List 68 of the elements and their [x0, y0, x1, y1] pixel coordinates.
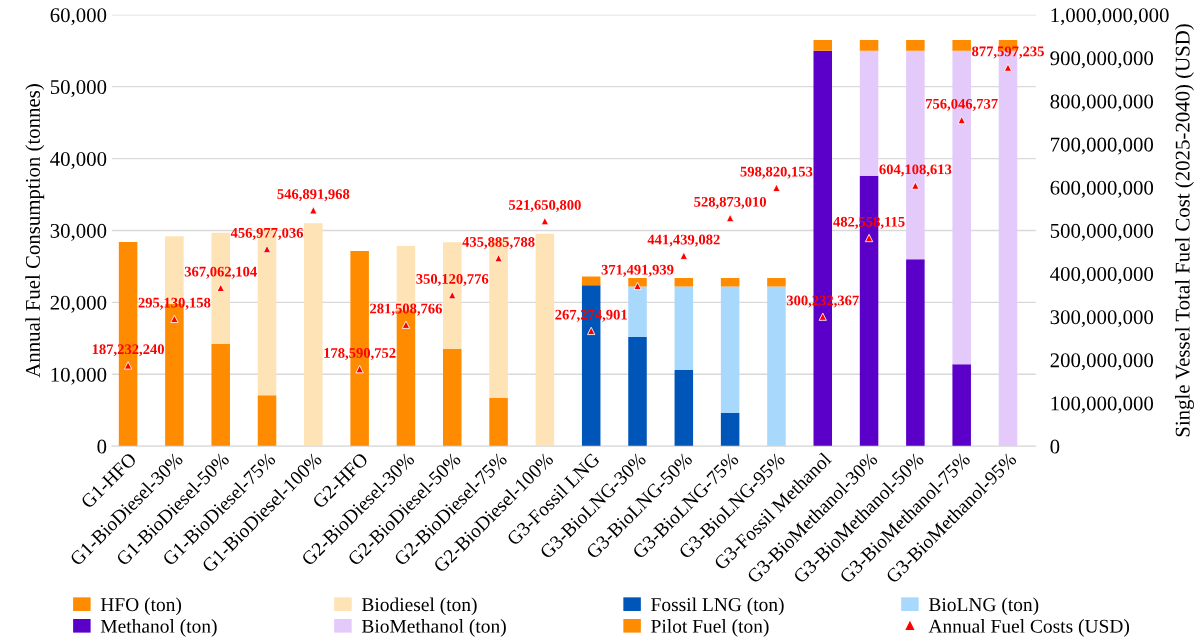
legend-label: Pilot Fuel (ton): [651, 619, 769, 637]
data-label: 877,597,235: [972, 46, 1044, 59]
data-label: 521,650,800: [509, 200, 581, 212]
data-label: 295,130,158: [138, 297, 211, 310]
bar: [489, 398, 508, 447]
bar: [859, 39, 879, 51]
data-label: 350,120,776: [416, 274, 489, 286]
y2-tick-label: 100,000,000: [1051, 396, 1154, 414]
bar: [257, 395, 277, 447]
y2-tick-label: 1,000,000,000: [1051, 8, 1169, 26]
y2-tick-label: 200,000,000: [1050, 353, 1154, 371]
bar: [304, 223, 323, 447]
y-tick-label: 0: [97, 439, 107, 454]
bar: [628, 277, 647, 287]
bar: [859, 50, 879, 176]
data-label: 546,891,968: [277, 189, 350, 202]
bar: [952, 364, 971, 447]
bar: [906, 39, 925, 51]
y-axis-title: Annual Fuel Consumption (tonnes): [25, 84, 45, 378]
data-label: 756,046,737: [926, 98, 998, 111]
data-label: 435,885,788: [462, 237, 535, 249]
bar: [674, 277, 694, 287]
bar: [674, 369, 694, 447]
data-label: 598,820,153: [740, 166, 813, 179]
y2-tick-label: 700,000,000: [1051, 137, 1154, 155]
y2-axis-title: Single Vessel Total Fuel Cost (2025-2040) (USD): [1175, 24, 1194, 437]
y-tick-label: 30,000: [50, 223, 107, 241]
data-label: 528,873,010: [694, 196, 767, 209]
y-tick-label: 50,000: [50, 80, 107, 98]
y2-tick-label: 400,000,000: [1050, 266, 1154, 285]
y-tick-label: 20,000: [50, 295, 107, 313]
legend-label: Fossil LNG (ton): [651, 597, 784, 616]
y2-tick-label: 300,000,000: [1050, 310, 1154, 328]
bar: [443, 349, 462, 447]
data-label: 367,062,104: [184, 266, 257, 279]
y-tick-label: 10,000: [51, 367, 107, 385]
bar: [952, 39, 971, 51]
y-tick-label: 40,000: [50, 151, 107, 170]
y2-tick-label: 0: [1050, 439, 1060, 454]
legend-label: BioLNG (ton): [928, 597, 1039, 616]
y2-tick-label: 600,000,000: [1050, 180, 1154, 198]
bar: [813, 39, 833, 51]
legend-label: Biodiesel (ton): [361, 597, 477, 616]
bar: [628, 336, 647, 447]
bar: [906, 259, 925, 447]
bar: [767, 286, 786, 447]
legend-label: HFO (ton): [100, 597, 182, 616]
bar: [674, 286, 694, 370]
data-label: 456,977,036: [230, 227, 304, 240]
legend-label: Annual Fuel Costs (USD): [928, 619, 1130, 637]
bar: [767, 277, 786, 287]
legend-label: Methanol (ton): [100, 619, 217, 637]
bar: [535, 233, 555, 447]
data-label: 441,439,082: [647, 234, 720, 247]
data-label: 371,491,939: [601, 264, 674, 277]
bar: [720, 277, 740, 287]
bar: [720, 286, 740, 414]
bar: [720, 413, 740, 447]
y2-tick-label: 500,000,000: [1050, 223, 1154, 241]
bar: [211, 344, 230, 447]
data-label: 604,108,613: [879, 164, 952, 177]
y2-tick-label: 800,000,000: [1050, 94, 1154, 112]
y2-tick-label: 900,000,000: [1050, 51, 1154, 69]
bar: [628, 286, 647, 337]
bar: [581, 276, 601, 286]
legend-label: BioMethanol (ton): [361, 619, 506, 637]
data-label: 281,508,766: [370, 303, 442, 316]
y-tick-label: 60,000: [50, 8, 107, 26]
